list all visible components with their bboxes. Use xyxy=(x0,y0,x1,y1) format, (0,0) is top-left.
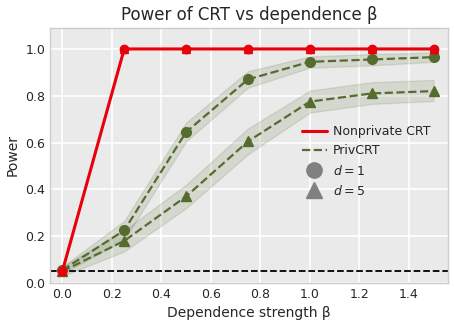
Title: Power of CRT vs dependence β: Power of CRT vs dependence β xyxy=(121,6,378,23)
Y-axis label: Power: Power xyxy=(5,134,20,176)
X-axis label: Dependence strength β: Dependence strength β xyxy=(168,306,331,320)
Legend: Nonprivate CRT, PrivCRT, $d = 1$, $d = 5$: Nonprivate CRT, PrivCRT, $d = 1$, $d = 5… xyxy=(295,118,438,205)
